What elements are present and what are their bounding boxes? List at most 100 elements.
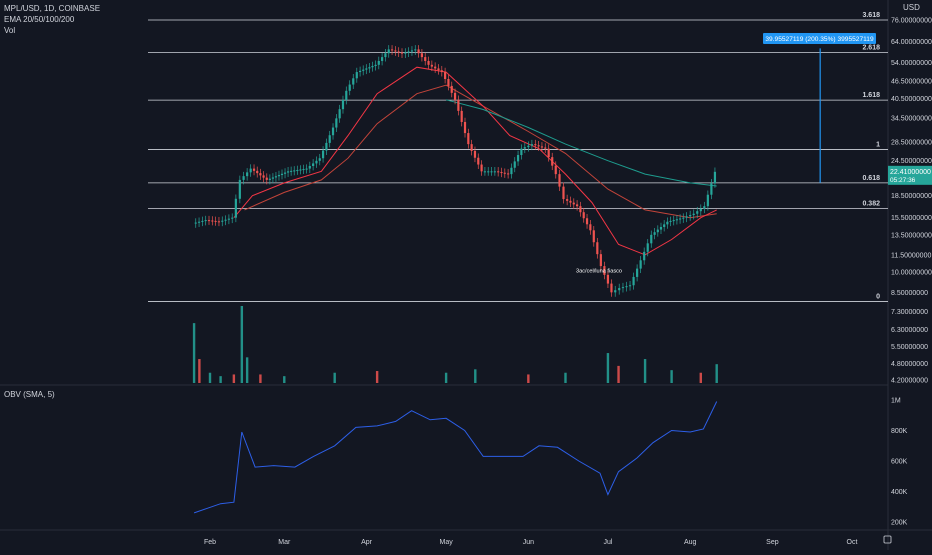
- candle-body[interactable]: [249, 168, 252, 173]
- candle-body[interactable]: [305, 168, 308, 170]
- candle-body[interactable]: [271, 177, 275, 179]
- candle-body[interactable]: [579, 206, 582, 213]
- candle-body[interactable]: [534, 144, 537, 146]
- candle-body[interactable]: [610, 283, 613, 293]
- candle-body[interactable]: [268, 178, 271, 180]
- candle-body[interactable]: [201, 220, 204, 222]
- candle-body[interactable]: [656, 229, 659, 233]
- candle-body[interactable]: [547, 148, 550, 158]
- candle-body[interactable]: [211, 220, 214, 222]
- candle-body[interactable]: [440, 70, 443, 73]
- candle-body[interactable]: [299, 169, 302, 171]
- settings-icon[interactable]: [883, 535, 892, 544]
- candle-body[interactable]: [503, 172, 506, 174]
- candle-body[interactable]: [321, 150, 325, 159]
- candle-body[interactable]: [675, 219, 679, 221]
- candle-body[interactable]: [510, 167, 513, 175]
- candle-body[interactable]: [473, 150, 477, 158]
- candle-body[interactable]: [394, 50, 397, 52]
- candle-body[interactable]: [453, 92, 457, 100]
- candle-body[interactable]: [507, 173, 510, 175]
- candle-body[interactable]: [490, 171, 493, 173]
- candle-body[interactable]: [682, 217, 685, 219]
- candle-body[interactable]: [256, 170, 259, 174]
- candle-body[interactable]: [666, 221, 669, 225]
- candle-body[interactable]: [636, 268, 639, 277]
- candle-body[interactable]: [569, 200, 572, 203]
- candle-body[interactable]: [390, 49, 394, 51]
- candle-body[interactable]: [420, 53, 423, 58]
- candle-body[interactable]: [487, 171, 490, 173]
- candle-body[interactable]: [540, 146, 544, 148]
- candle-body[interactable]: [692, 213, 695, 216]
- candle-body[interactable]: [582, 212, 585, 219]
- candle-body[interactable]: [221, 220, 224, 222]
- candle-body[interactable]: [537, 145, 540, 147]
- candle-body[interactable]: [463, 121, 467, 134]
- symbol-line[interactable]: MPL/USD, 1D, COINBASE: [4, 4, 101, 13]
- candle-body[interactable]: [430, 64, 433, 67]
- candle-body[interactable]: [197, 221, 201, 223]
- vol-label[interactable]: Vol: [4, 26, 16, 35]
- candle-body[interactable]: [606, 274, 610, 284]
- candle-body[interactable]: [457, 99, 460, 111]
- candle-body[interactable]: [371, 66, 374, 68]
- candle-body[interactable]: [355, 72, 358, 79]
- candle-body[interactable]: [500, 172, 503, 174]
- candle-body[interactable]: [424, 57, 427, 61]
- candle-body[interactable]: [387, 49, 390, 54]
- candle-body[interactable]: [407, 51, 410, 53]
- candle-body[interactable]: [204, 220, 207, 222]
- candle-body[interactable]: [621, 287, 625, 289]
- symbol-legend[interactable]: MPL/USD, 1D, COINBASE: [4, 3, 100, 14]
- candle-body[interactable]: [283, 172, 287, 174]
- candle-body[interactable]: [318, 158, 321, 161]
- volume-legend[interactable]: Vol: [4, 25, 15, 36]
- candle-body[interactable]: [480, 164, 483, 172]
- candle-body[interactable]: [437, 68, 440, 71]
- candle-body[interactable]: [562, 186, 565, 200]
- candle-body[interactable]: [414, 49, 417, 51]
- candle-body[interactable]: [447, 78, 450, 86]
- candle-body[interactable]: [397, 51, 400, 53]
- candle-body[interactable]: [703, 206, 706, 209]
- candle-body[interactable]: [678, 218, 682, 220]
- candle-body[interactable]: [444, 72, 447, 79]
- candle-body[interactable]: [470, 144, 473, 151]
- ema-legend[interactable]: EMA 20/50/100/200: [4, 14, 74, 25]
- candle-body[interactable]: [259, 173, 262, 176]
- candle-body[interactable]: [293, 170, 296, 172]
- candle-body[interactable]: [530, 144, 533, 146]
- ema-label[interactable]: EMA 20/50/100/200: [4, 15, 75, 24]
- candle-body[interactable]: [365, 68, 368, 70]
- candle-body[interactable]: [296, 169, 299, 171]
- candle-body[interactable]: [599, 254, 602, 267]
- candle-body[interactable]: [331, 127, 335, 136]
- candle-body[interactable]: [566, 199, 569, 201]
- candle-body[interactable]: [696, 211, 699, 214]
- candle-body[interactable]: [265, 177, 268, 180]
- obv-legend[interactable]: OBV (SMA, 5): [4, 389, 55, 400]
- candle-body[interactable]: [325, 142, 328, 151]
- candle-body[interactable]: [377, 60, 380, 65]
- candle-body[interactable]: [653, 232, 656, 235]
- candle-body[interactable]: [551, 157, 554, 166]
- candle-body[interactable]: [362, 69, 365, 71]
- obv-label[interactable]: OBV (SMA, 5): [4, 390, 55, 399]
- candle-body[interactable]: [381, 57, 384, 61]
- candle-body[interactable]: [603, 266, 606, 275]
- candle-body[interactable]: [231, 217, 234, 219]
- candle-body[interactable]: [434, 66, 437, 69]
- candle-body[interactable]: [558, 174, 561, 187]
- candle-body[interactable]: [312, 163, 315, 167]
- candle-body[interactable]: [246, 172, 249, 177]
- candle-body[interactable]: [217, 221, 221, 223]
- candle-body[interactable]: [348, 84, 351, 91]
- candle-body[interactable]: [663, 224, 666, 227]
- candle-body[interactable]: [646, 243, 649, 252]
- candle-body[interactable]: [523, 147, 526, 149]
- candle-body[interactable]: [274, 176, 278, 178]
- candle-body[interactable]: [242, 176, 245, 180]
- obv-line[interactable]: [193, 401, 718, 514]
- candle-body[interactable]: [520, 148, 523, 156]
